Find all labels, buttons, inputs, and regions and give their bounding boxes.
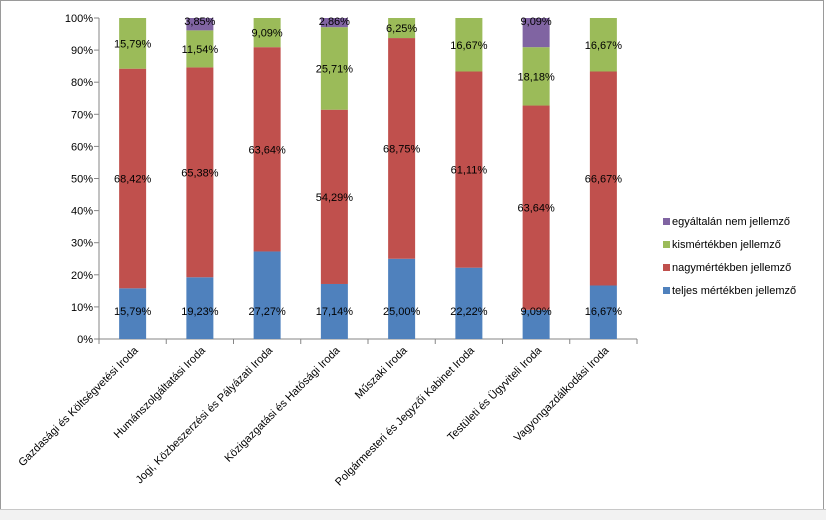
data-label: 66,67% (585, 174, 623, 186)
bar-segment (589, 18, 617, 72)
legend-swatch (663, 241, 670, 248)
y-tick-label: 70% (71, 109, 93, 121)
bar-segment (186, 30, 214, 68)
bar-segment (186, 67, 214, 278)
data-label: 65,38% (181, 167, 219, 179)
data-label: 9,09% (521, 16, 552, 28)
bar-segment (455, 18, 483, 72)
y-tick-label: 30% (71, 238, 93, 250)
y-tick-label: 20% (71, 270, 93, 282)
data-label: 25,71% (316, 63, 354, 75)
x-category-label: Gazdasági és Költségvetési Iroda (16, 344, 141, 469)
legend-swatch (663, 218, 670, 225)
legend-swatch (663, 264, 670, 271)
data-label: 22,22% (450, 306, 488, 318)
bar-segment (522, 309, 550, 339)
bar-segment (455, 267, 483, 339)
legend-label: nagymértékben jellemző (672, 262, 791, 274)
bar-series-group (119, 18, 617, 339)
data-label: 27,27% (248, 306, 286, 318)
worksheet-bottom-edge (0, 509, 826, 520)
y-tick-label: 60% (71, 141, 93, 153)
bar-segment (320, 27, 348, 110)
bar-segment (522, 47, 550, 106)
bar-segment (388, 258, 416, 339)
bar-segment (589, 285, 617, 339)
y-tick-label: 90% (71, 45, 93, 57)
axes: 0% 10% 20% 30% 40% 50% 60% 70% 80% 90% 100% (65, 13, 638, 346)
category-labels-group: Gazdasági és Költségvetési IrodaHumánszo… (16, 344, 612, 488)
data-label: 19,23% (181, 306, 219, 318)
bar-segment (320, 283, 348, 339)
x-category-label: Közigazgatási és Hatósági Iroda (222, 344, 343, 465)
data-label: 16,67% (585, 40, 623, 52)
legend-label: kismértékben jellemző (672, 239, 781, 251)
data-label: 3,85% (184, 16, 215, 28)
bar-segment (119, 288, 147, 339)
bar-segment (320, 18, 348, 28)
data-label: 17,14% (316, 306, 354, 318)
legend-label: teljes mértékben jellemző (672, 285, 796, 297)
bar-segment (522, 18, 550, 48)
data-label: 9,09% (252, 28, 283, 40)
bar-segment (119, 18, 147, 69)
bar-segment (522, 105, 550, 310)
data-label: 15,79% (114, 306, 152, 318)
bar-segment (253, 47, 281, 252)
data-label: 16,67% (585, 306, 623, 318)
legend-swatch (663, 287, 670, 294)
x-category-label: Jogi, Közbeszerzési és Pályázati Iroda (134, 344, 276, 486)
data-label: 25,00% (383, 306, 421, 318)
data-labels-group: 15,79% 68,42% 15,79% 19,23% 65,38% 11,54% 3,85… (114, 16, 622, 318)
data-label: 68,75% (383, 143, 421, 155)
bar-segment (119, 68, 147, 289)
data-label: 61,11% (451, 165, 488, 177)
data-label: 2,86% (319, 16, 350, 28)
y-tick-label: 0% (77, 334, 93, 346)
y-tick-label: 10% (71, 302, 93, 314)
bar-segment (388, 38, 416, 259)
data-label: 16,67% (450, 40, 488, 52)
legend: egyáltalán nem jellemző kismértékben jell… (663, 216, 796, 297)
data-label: 54,29% (316, 192, 354, 204)
data-label: 11,54% (182, 44, 219, 56)
data-label: 9,09% (521, 306, 552, 318)
data-label: 63,64% (248, 144, 286, 156)
data-label: 15,79% (114, 38, 152, 50)
bar-segment (186, 277, 214, 339)
x-category-label: Polgármesteri és Jegyzői Kabinet Iroda (333, 344, 477, 488)
data-label: 63,64% (517, 203, 555, 215)
bar-segment (253, 18, 281, 48)
y-tick-label: 80% (71, 77, 93, 89)
x-category-label: Műszaki Iroda (353, 344, 411, 402)
bar-segment (455, 71, 483, 268)
y-tick-label: 100% (65, 13, 93, 25)
y-tick-label: 50% (71, 174, 93, 186)
bar-segment (186, 18, 214, 31)
data-label: 6,25% (386, 23, 417, 35)
data-label: 68,42% (114, 174, 152, 186)
legend-label: egyáltalán nem jellemző (672, 216, 790, 228)
bar-segment (320, 109, 348, 284)
bar-segment (589, 71, 617, 286)
data-label: 18,18% (517, 71, 555, 83)
bar-segment (253, 251, 281, 339)
y-tick-label: 40% (71, 206, 93, 218)
bar-segment (388, 18, 416, 39)
